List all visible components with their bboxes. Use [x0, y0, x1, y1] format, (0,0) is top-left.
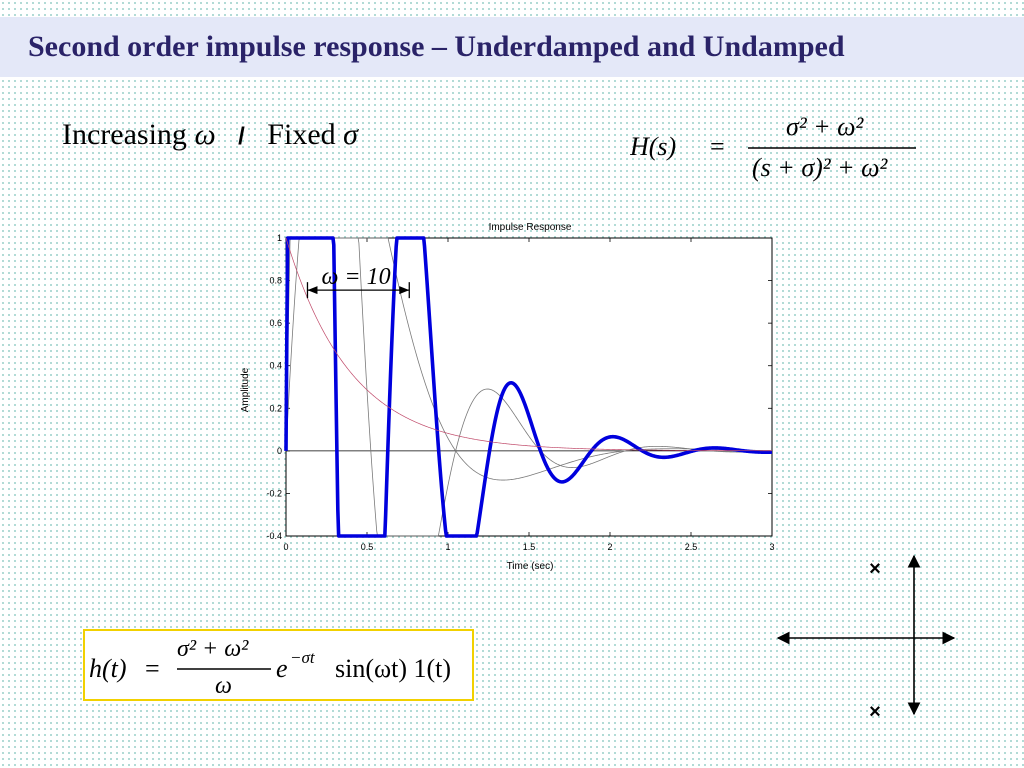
- slide-title: Second order impulse response – Underdam…: [28, 30, 845, 63]
- pole-marker-lower: ×: [869, 701, 881, 723]
- time-response-box: h(t) = σ² + ω² ω e −σt sin(ωt) 1(t): [83, 629, 474, 701]
- x-tick-label: 1: [445, 542, 450, 552]
- subtitle-increasing: Increasing: [62, 118, 187, 151]
- ht-exp-base: e: [276, 654, 288, 683]
- ht-rest: sin(ωt) 1(t): [335, 654, 451, 683]
- y-tick-label: 0.6: [269, 318, 282, 328]
- tf-numerator: σ² + ω²: [786, 112, 865, 141]
- impulse-response-chart: Impulse Response Time (sec) Amplitude 0 0…: [240, 222, 775, 572]
- ht-frac-denominator: ω: [215, 673, 232, 699]
- y-tick-label: 0.8: [269, 276, 282, 286]
- subtitle: Increasing ω / Fixed σ: [62, 118, 358, 152]
- envelope-line: [285, 237, 772, 452]
- y-tick-label: 0: [277, 446, 282, 456]
- ht-lhs: h(t): [89, 654, 127, 683]
- subtitle-omega: ω: [194, 118, 216, 151]
- ht-equals: =: [145, 654, 160, 683]
- x-tick-label: 2: [607, 542, 612, 552]
- series-line-omega-10: [284, 236, 773, 538]
- subtitle-slash: /: [238, 123, 245, 150]
- x-tick-label: 2.5: [685, 542, 698, 552]
- ht-exp-power: −σt: [290, 648, 316, 667]
- time-response-equation: h(t) = σ² + ω² ω e −σt sin(ωt) 1(t): [89, 636, 451, 699]
- transfer-function: H(s) = σ² + ω² (s + σ)² + ω²: [630, 112, 916, 182]
- x-tick-label: 3: [769, 542, 774, 552]
- chart-title: Impulse Response: [489, 222, 572, 233]
- subtitle-fixed: Fixed: [267, 118, 336, 151]
- x-tick-label: 1.5: [523, 542, 536, 552]
- x-tick-label: 0.5: [361, 542, 374, 552]
- y-tick-label: -0.2: [266, 488, 282, 498]
- pole-zero-plot: × ×: [776, 554, 956, 723]
- period-arrow-tail: [307, 286, 318, 295]
- tf-lhs: H(s): [630, 132, 676, 161]
- tf-denominator: (s + σ)² + ω²: [752, 153, 888, 182]
- x-tick-label: 0: [283, 542, 288, 552]
- y-tick-label: 1: [277, 233, 282, 243]
- chart-ylabel: Amplitude: [240, 367, 251, 412]
- y-tick-label: 0.4: [269, 361, 282, 371]
- y-tick-label: 0.2: [269, 403, 282, 413]
- period-arrow-head: [399, 286, 410, 295]
- tf-equals: =: [710, 132, 725, 161]
- title-bar: [0, 17, 1024, 77]
- omega-annotation-label: ω = 10: [321, 264, 390, 290]
- pole-marker-upper: ×: [869, 558, 881, 580]
- chart-xlabel: Time (sec): [507, 561, 554, 572]
- ht-frac-numerator: σ² + ω²: [177, 636, 249, 662]
- subtitle-sigma: σ: [343, 118, 358, 151]
- y-tick-label: -0.4: [266, 531, 282, 541]
